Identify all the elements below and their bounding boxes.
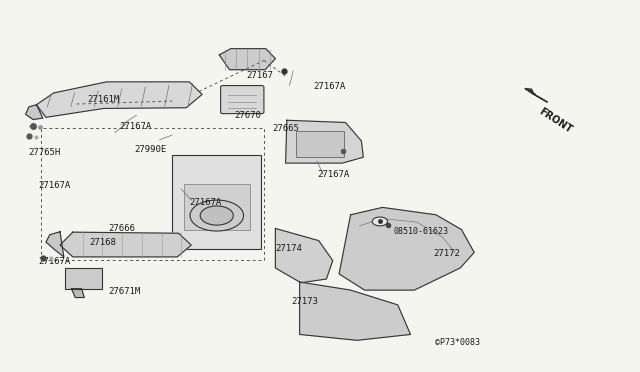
Text: 27671M: 27671M <box>108 287 141 296</box>
Polygon shape <box>525 89 534 94</box>
Polygon shape <box>60 232 191 257</box>
Text: ©P73*0083: ©P73*0083 <box>435 339 480 347</box>
Polygon shape <box>72 289 84 298</box>
Bar <box>65 268 102 289</box>
Text: 27167A: 27167A <box>119 122 152 131</box>
Text: 27670: 27670 <box>234 111 261 121</box>
Polygon shape <box>525 89 547 102</box>
Bar <box>184 184 250 230</box>
Polygon shape <box>26 105 43 119</box>
Circle shape <box>372 217 388 226</box>
Text: 27168: 27168 <box>90 238 116 247</box>
Text: 27161M: 27161M <box>88 95 120 104</box>
Text: 27167A: 27167A <box>38 257 70 266</box>
Polygon shape <box>285 120 364 163</box>
FancyBboxPatch shape <box>221 86 264 113</box>
Text: 27167A: 27167A <box>189 198 221 207</box>
Polygon shape <box>220 49 275 70</box>
Circle shape <box>190 200 244 231</box>
Polygon shape <box>300 282 410 340</box>
Bar <box>172 155 261 249</box>
Text: 27167A: 27167A <box>317 170 349 179</box>
Text: 08510-61623: 08510-61623 <box>394 227 448 235</box>
Bar <box>296 131 344 157</box>
Polygon shape <box>339 208 474 290</box>
Text: 27172: 27172 <box>433 249 460 258</box>
Polygon shape <box>46 232 64 257</box>
Text: 27174: 27174 <box>275 244 302 253</box>
Text: 27167A: 27167A <box>38 182 70 190</box>
Circle shape <box>200 206 234 225</box>
Text: FRONT: FRONT <box>537 107 573 135</box>
Polygon shape <box>275 228 333 283</box>
Text: 27666: 27666 <box>108 224 135 233</box>
Polygon shape <box>36 82 202 117</box>
Text: 27173: 27173 <box>291 297 318 306</box>
Text: 27665: 27665 <box>272 124 299 133</box>
Text: 27765H: 27765H <box>28 148 60 157</box>
Text: 27990E: 27990E <box>134 145 166 154</box>
Text: 27167A: 27167A <box>314 82 346 91</box>
Text: 27167: 27167 <box>246 71 273 80</box>
